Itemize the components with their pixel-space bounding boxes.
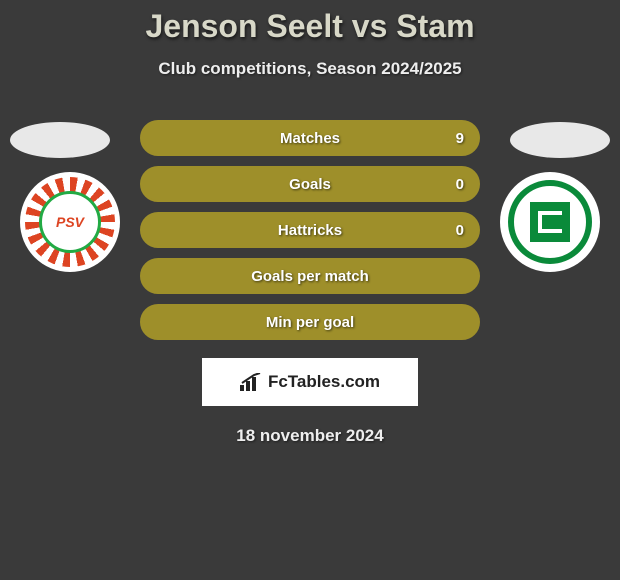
- subtitle: Club competitions, Season 2024/2025: [0, 59, 620, 79]
- stats-table: Matches 9 Goals 0 Hattricks 0 Goals per …: [140, 120, 480, 446]
- date-text: 18 november 2024: [140, 426, 480, 446]
- club-badge-right: [500, 172, 600, 272]
- page-title: Jenson Seelt vs Stam: [0, 0, 620, 45]
- stat-row-goals-per-match: Goals per match: [140, 258, 480, 294]
- psv-logo-text: PSV: [39, 191, 101, 253]
- stat-value-right: 0: [456, 176, 464, 193]
- stat-label: Goals per match: [251, 268, 369, 285]
- player-right-photo: [510, 122, 610, 158]
- stat-row-matches: Matches 9: [140, 120, 480, 156]
- stat-label: Hattricks: [278, 222, 342, 239]
- player-left-photo: [10, 122, 110, 158]
- brand-link[interactable]: FcTables.com: [202, 358, 418, 406]
- stat-label: Goals: [289, 176, 331, 193]
- stat-value-right: 9: [456, 130, 464, 147]
- stat-row-hattricks: Hattricks 0: [140, 212, 480, 248]
- stat-row-min-per-goal: Min per goal: [140, 304, 480, 340]
- chart-icon: [240, 373, 262, 391]
- stat-label: Matches: [280, 130, 340, 147]
- groningen-logo-mark: [530, 202, 570, 242]
- stat-label: Min per goal: [266, 314, 354, 331]
- brand-text: FcTables.com: [268, 372, 380, 392]
- stat-row-goals: Goals 0: [140, 166, 480, 202]
- club-badge-left: PSV: [20, 172, 120, 272]
- stat-value-right: 0: [456, 222, 464, 239]
